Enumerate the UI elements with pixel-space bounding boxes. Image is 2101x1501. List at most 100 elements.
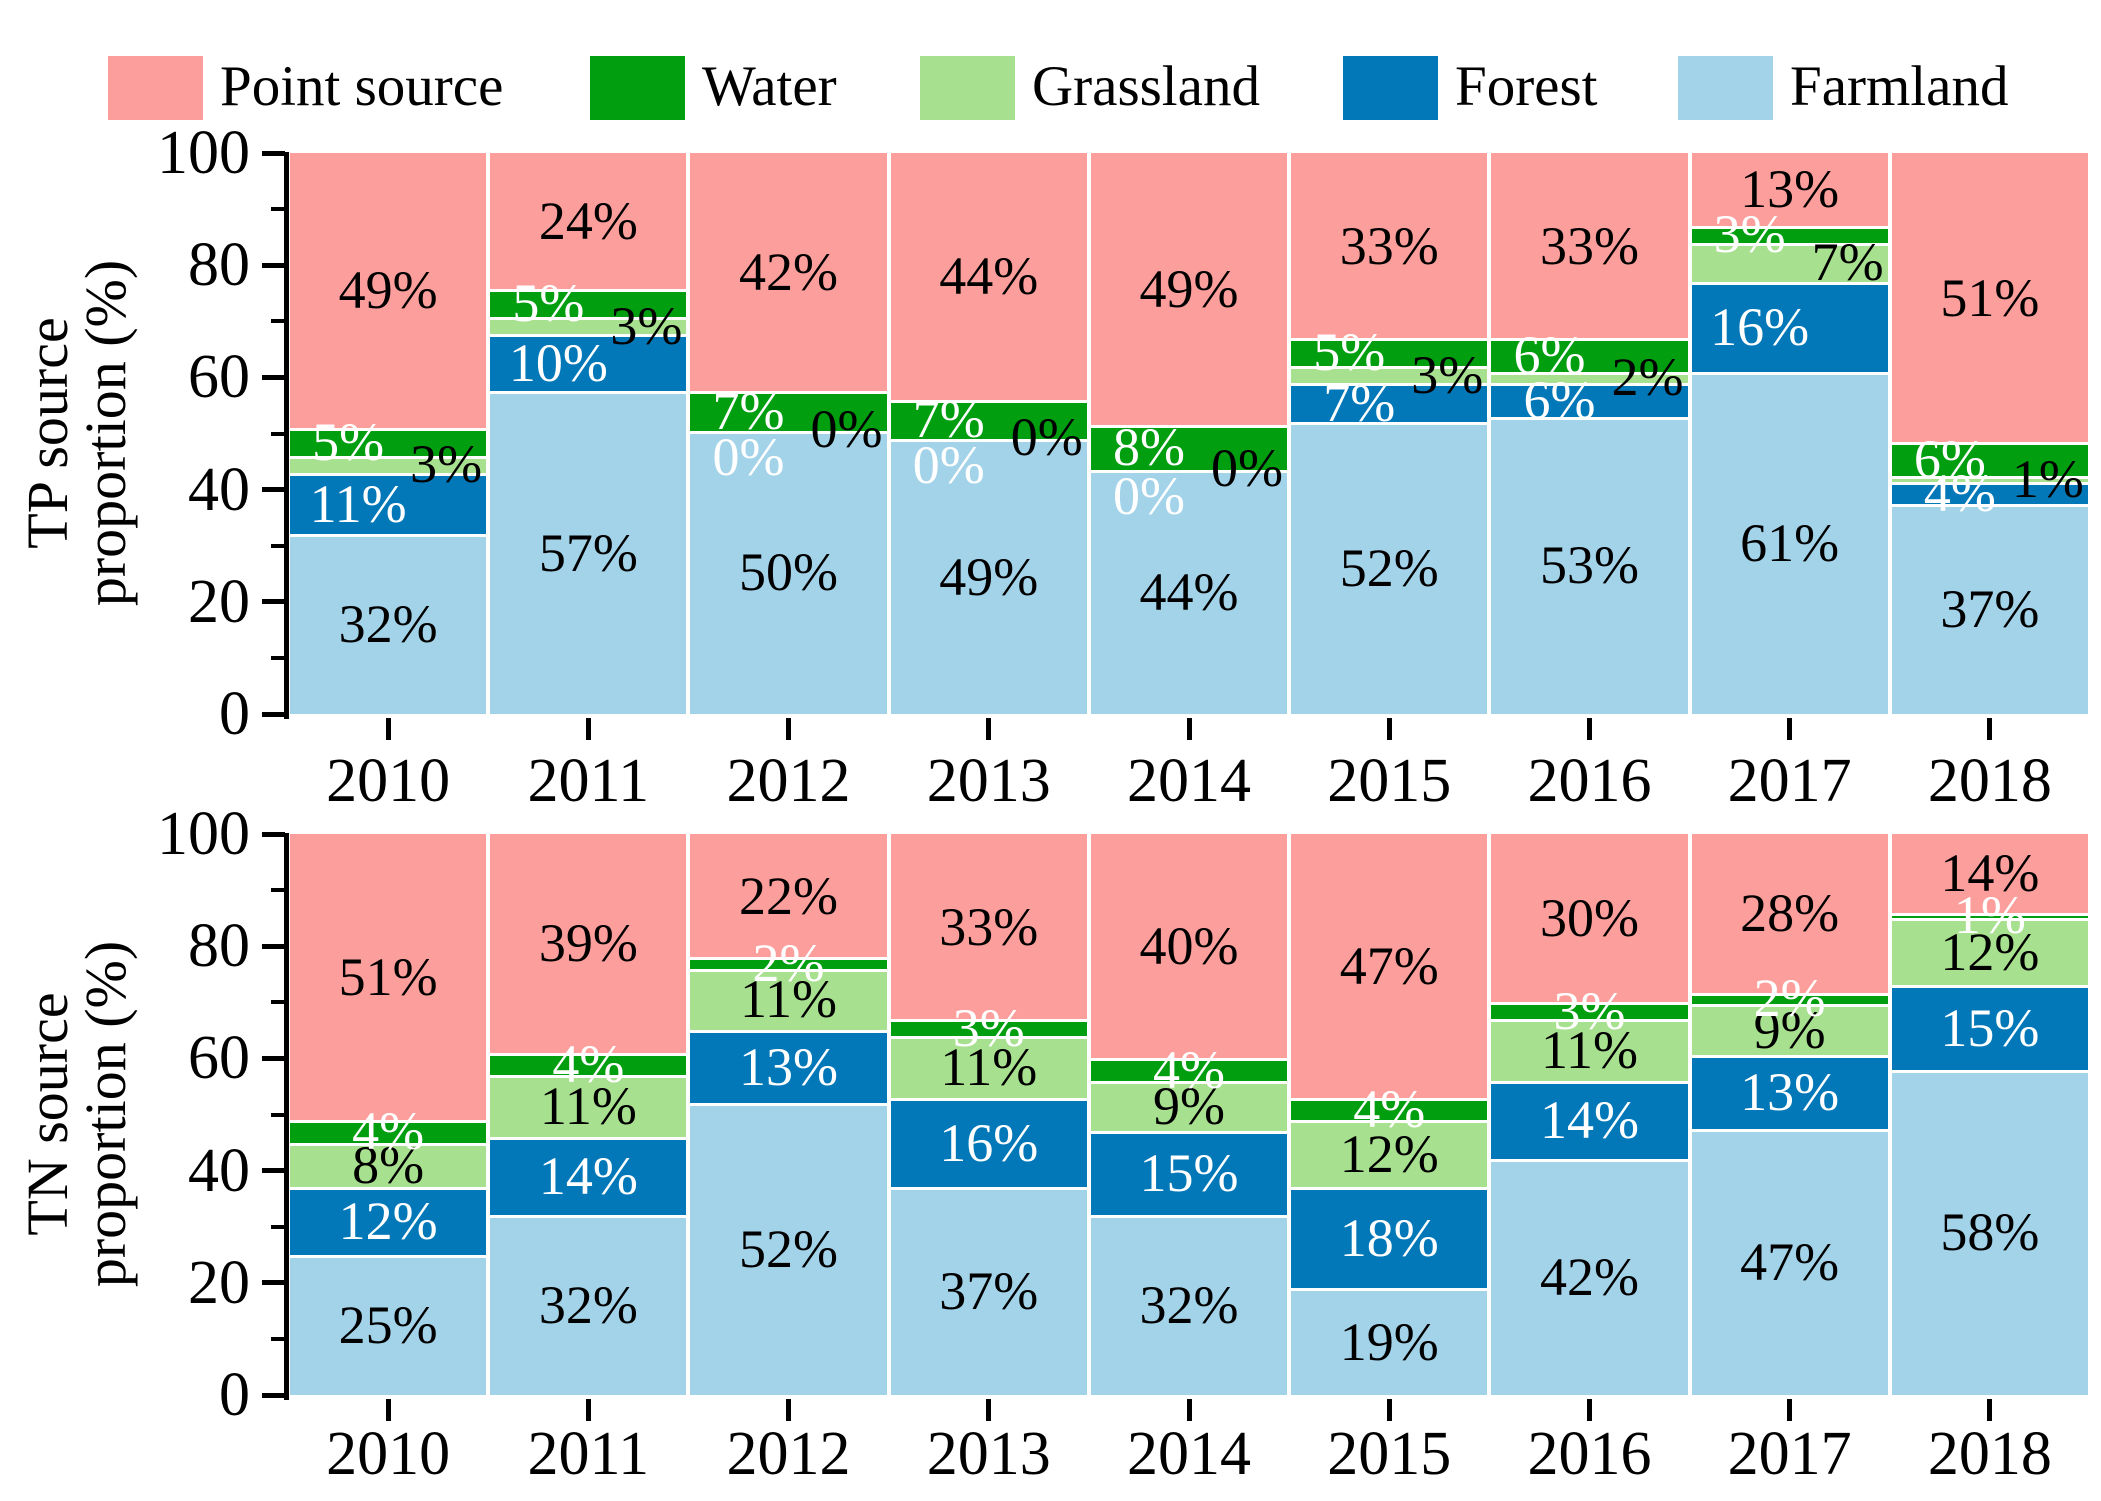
tp-x-tick-label-2018: 2018 [1927,747,2052,815]
tp-bar-segment-water-2017 [1691,225,1888,243]
tn-bar-segment-farmland-2013 [890,1187,1087,1395]
tn-bar-label-water-2016: 3% [1553,980,1626,1041]
tn-bar-segment-farmland-2010 [290,1254,487,1395]
tn-y-minor-tick [271,888,285,893]
tp-bar-label-grassland-2014: 0% [1211,437,1283,498]
legend-label-farmland: Farmland [1790,55,2009,118]
tp-y-minor-tick [271,319,285,324]
tp-bar-label-forest-2014: 0% [1113,465,1185,526]
tn-bar-segment-grassland-2010 [290,1142,487,1188]
tp-x-tick [986,718,992,740]
tp-x-tick [786,718,792,740]
tp-bar-segment-water-2015 [1291,338,1488,367]
tp-x-tick [1386,718,1392,740]
tn-bar-label-water-2014: 4% [1153,1039,1225,1100]
tn-bar-segment-grassland-2015 [1291,1120,1488,1188]
tp-x-tick [1586,718,1592,740]
tn-bar-label-water-2013: 3% [952,997,1025,1058]
tp-bar-label-farmland-2012: 50% [739,542,839,603]
legend-label-forest: Forest [1455,55,1598,118]
tp-bar-segment-grassland-2018 [1891,476,2088,482]
tn-bar-segment-forest-2011 [490,1136,687,1216]
tp-bar-label-farmland-2013: 49% [939,546,1039,607]
legend-swatch-forest [1343,56,1438,120]
tn-bar-segment-farmland-2018 [1891,1069,2088,1395]
tp-bar-label-farmland-2011: 57% [538,522,638,583]
tn-bar-segment-grassland-2014 [1090,1080,1288,1132]
tp-bar-segment-point-source-2012 [690,153,887,391]
tn-bar-segment-farmland-2016 [1491,1159,1688,1395]
tp-bar-segment-farmland-2017 [1691,371,1888,714]
tn-bar-segment-water-2015 [1291,1097,1488,1121]
tn-x-tick [786,1399,792,1421]
tn-bar-segment-grassland-2016 [1491,1019,1688,1081]
tn-y-axis-line [284,833,289,1400]
tn-y-major-tick [262,1280,285,1286]
tp-bar-label-forest-2018: 4% [1923,463,1996,523]
tn-bar-label-forest-2018: 15% [1940,997,2040,1058]
tn-bar-label-point-source-2011: 39% [538,913,638,974]
tp-bar-label-water-2013: 7% [912,389,985,450]
tn-bar-segment-water-2014 [1090,1058,1288,1081]
tn-y-major-tick [262,943,285,949]
tp-bar-segment-point-source-2016 [1491,153,1688,339]
tp-y-tick-label: 60 [188,343,250,412]
tp-bar-segment-farmland-2010 [290,534,487,714]
tp-bar-segment-water-2014 [1090,425,1288,470]
tn-x-tick-label-2012: 2012 [726,1420,851,1488]
tp-bar-label-forest-2011: 10% [508,332,608,393]
tn-x-tick [1586,1399,1592,1421]
tn-x-tick-label-2016: 2016 [1527,1420,1652,1488]
legend-label-grassland: Grassland [1032,55,1260,118]
tp-y-major-tick [262,262,285,268]
tp-y-minor-tick [271,207,285,212]
tp-bar-label-farmland-2015: 52% [1339,538,1439,599]
tp-bar-segment-grassland-2015 [1291,366,1488,383]
tn-bar-segment-point-source-2014 [1090,834,1288,1059]
tp-y-major-tick [262,487,285,493]
tn-bar-label-point-source-2016: 30% [1539,888,1639,949]
tn-y-tick-label: 100 [157,800,250,868]
tn-bar-label-farmland-2010: 25% [338,1294,438,1355]
tn-bar-label-grassland-2012: 11% [740,969,838,1030]
tp-bar-label-water-2012: 7% [712,380,785,441]
tn-x-tick-label-2011: 2011 [527,1420,650,1488]
tn-bar-label-farmland-2016: 42% [1539,1247,1639,1308]
tp-x-tick-label-2016: 2016 [1527,747,1652,815]
tn-bar-segment-grassland-2011 [490,1075,687,1137]
tp-bar-label-water-2015: 5% [1313,322,1386,383]
tp-bar-segment-forest-2011 [490,334,687,391]
tp-y-major-tick [262,374,285,380]
tn-y-major-tick [262,1168,285,1174]
tn-bar-label-water-2015: 4% [1353,1078,1426,1139]
tn-bar-label-point-source-2014: 40% [1139,916,1239,977]
tp-bar-segment-water-2010 [290,427,487,456]
tp-bar-segment-farmland-2011 [490,391,687,714]
tn-bar-segment-farmland-2015 [1291,1288,1488,1395]
tn-y-minor-tick [271,1000,285,1005]
tn-bar-segment-forest-2018 [1891,985,2088,1070]
tn-y-minor-tick [271,1336,285,1341]
tn-bar-label-farmland-2013: 37% [939,1261,1039,1322]
tn-bar-label-grassland-2018: 12% [1940,921,2040,982]
tn-x-tick-label-2018: 2018 [1927,1420,2052,1488]
tn-bar-label-point-source-2013: 33% [939,896,1039,957]
tn-y-tick-label: 60 [188,1024,250,1093]
tp-bar-label-grassland-2017: 7% [1811,232,1884,293]
tp-bar-segment-water-2012 [690,391,887,431]
tn-bar-label-water-2012: 2% [752,933,825,994]
tn-bar-segment-forest-2017 [1691,1055,1888,1129]
tn-bar-segment-grassland-2013 [890,1035,1087,1098]
tp-bar-segment-point-source-2017 [1691,153,1888,226]
tp-bar-segment-forest-2010 [290,472,487,535]
tn-bar-label-forest-2010: 12% [338,1191,438,1252]
tn-bar-segment-water-2010 [290,1120,487,1143]
tp-bar-label-point-source-2011: 24% [538,191,638,251]
tp-y-minor-tick [271,431,285,436]
tp-bar-label-grassland-2018: 1% [2011,448,2084,509]
tp-bar-label-point-source-2015: 33% [1339,215,1439,276]
tp-bar-segment-point-source-2013 [890,153,1087,400]
tp-bar-segment-grassland-2011 [490,317,687,335]
tn-bar-segment-forest-2015 [1291,1187,1488,1289]
tn-y-major-tick [262,1055,285,1061]
